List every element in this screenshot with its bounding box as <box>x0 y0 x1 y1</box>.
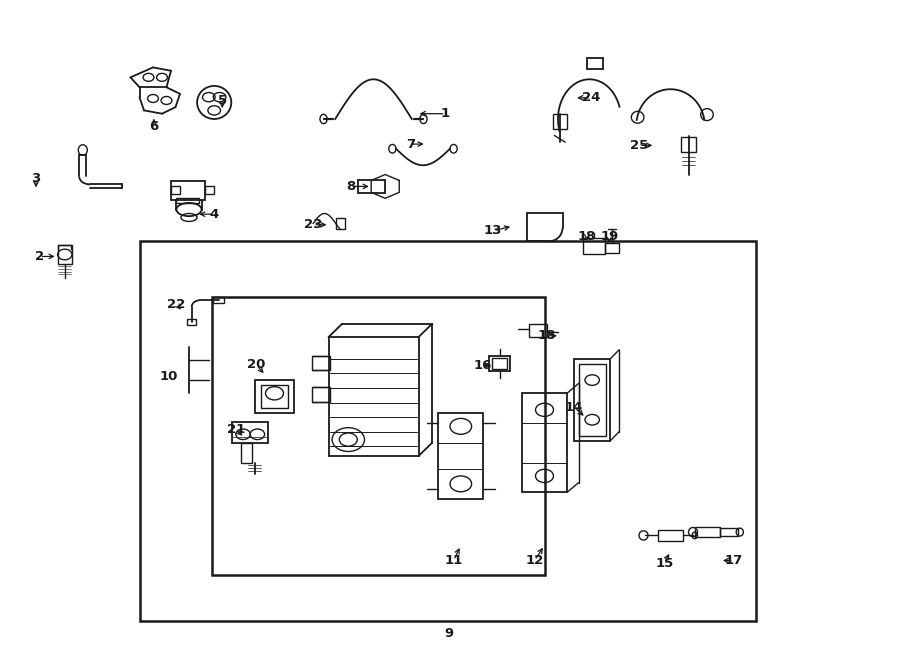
Bar <box>312 356 330 370</box>
Text: 15: 15 <box>655 557 673 570</box>
Bar <box>232 422 268 443</box>
Text: 19: 19 <box>600 230 618 243</box>
Bar <box>492 358 507 369</box>
Bar <box>212 297 544 575</box>
Text: 10: 10 <box>159 370 177 383</box>
Bar <box>171 181 205 200</box>
Text: 13: 13 <box>484 224 502 237</box>
Bar <box>658 530 683 541</box>
Bar <box>213 297 224 303</box>
Bar <box>255 380 294 413</box>
Text: 4: 4 <box>210 208 219 221</box>
Text: 12: 12 <box>526 554 544 567</box>
Text: 11: 11 <box>445 554 463 567</box>
Bar <box>205 186 214 194</box>
Bar <box>312 387 330 402</box>
Bar <box>579 364 606 436</box>
Text: 3: 3 <box>32 172 40 185</box>
Bar <box>187 319 196 325</box>
Text: 21: 21 <box>227 423 245 436</box>
Bar <box>58 245 72 264</box>
Text: 18: 18 <box>578 230 596 243</box>
Bar <box>587 58 603 69</box>
Text: 5: 5 <box>218 94 227 107</box>
Text: 9: 9 <box>445 627 454 640</box>
Text: 20: 20 <box>248 358 266 371</box>
Bar <box>522 393 567 492</box>
Bar <box>529 324 547 337</box>
Text: 2: 2 <box>35 250 44 263</box>
Text: 17: 17 <box>724 554 742 567</box>
Bar <box>720 528 738 536</box>
Text: 24: 24 <box>582 91 600 104</box>
Text: 18: 18 <box>538 329 556 342</box>
Bar <box>176 198 199 203</box>
Bar <box>583 238 605 254</box>
Bar <box>553 114 567 129</box>
Bar <box>261 385 288 408</box>
Bar <box>489 356 510 371</box>
Bar <box>328 337 418 456</box>
Text: 1: 1 <box>441 107 450 120</box>
Bar <box>605 243 619 253</box>
Text: 6: 6 <box>149 120 158 134</box>
Bar <box>140 241 756 621</box>
Text: 16: 16 <box>473 359 491 372</box>
Text: 7: 7 <box>406 137 415 151</box>
Text: 14: 14 <box>565 401 583 414</box>
Text: 22: 22 <box>167 297 185 311</box>
Bar <box>336 218 345 229</box>
Text: 25: 25 <box>630 139 648 152</box>
Bar <box>438 413 483 499</box>
Bar <box>695 527 720 537</box>
Text: 8: 8 <box>346 180 356 193</box>
Bar <box>171 186 180 194</box>
Bar <box>241 443 252 463</box>
Bar <box>358 180 385 193</box>
Text: 23: 23 <box>304 218 322 231</box>
Bar <box>574 359 610 441</box>
Bar <box>681 137 696 152</box>
